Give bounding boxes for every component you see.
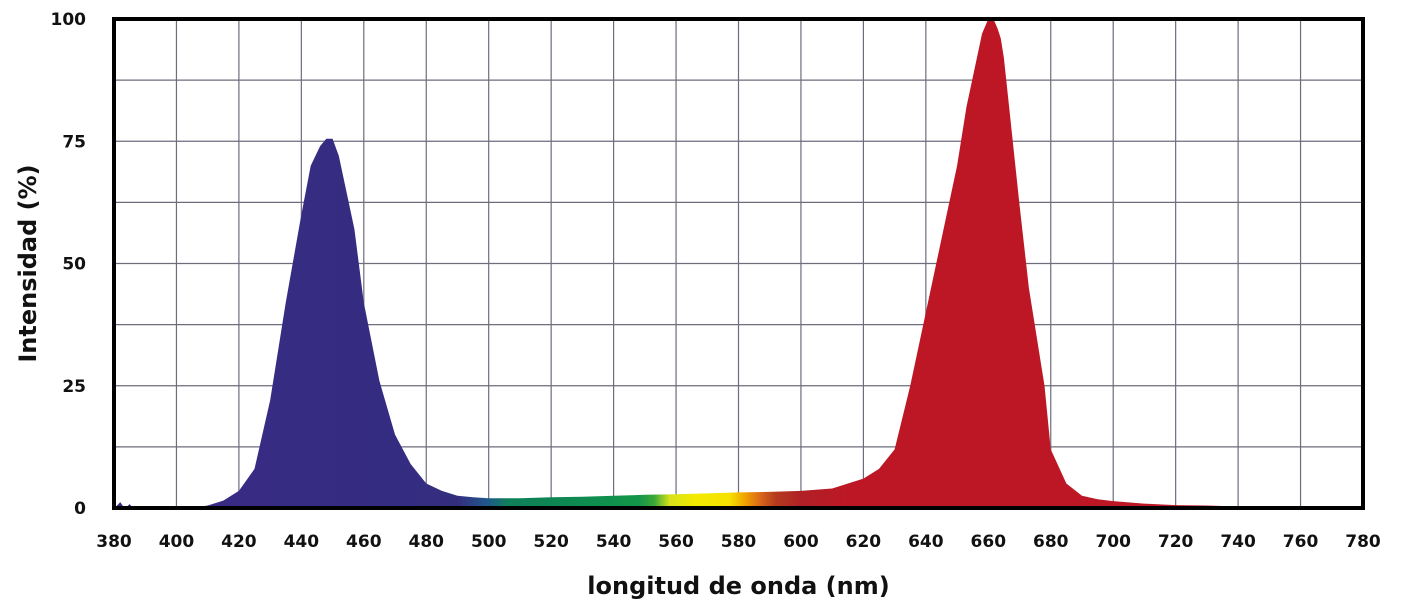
y-axis-title: Intensidad (%) (14, 164, 42, 362)
x-tick-label: 660 (971, 532, 1007, 552)
x-tick-label: 580 (721, 532, 757, 552)
x-tick-label: 600 (783, 532, 819, 552)
plot-frame (112, 17, 1365, 510)
x-tick-label: 380 (96, 532, 132, 552)
y-axis-ticks: 0 25 50 75 100 (51, 10, 87, 519)
y-tick-label: 100 (51, 10, 87, 30)
x-axis-ticks: 380 400 420 440 460 480 500 520 540 560 580 600 620 6… (96, 532, 1381, 552)
x-axis-title: longitud de onda (nm) (587, 572, 889, 600)
x-tick-label: 700 (1095, 532, 1131, 552)
x-tick-label: 620 (846, 532, 882, 552)
x-tick-label: 440 (284, 532, 320, 552)
x-tick-label: 480 (409, 532, 445, 552)
y-tick-label: 25 (62, 377, 86, 397)
x-tick-label: 680 (1033, 532, 1069, 552)
x-tick-label: 460 (346, 532, 382, 552)
x-tick-label: 760 (1283, 532, 1319, 552)
x-tick-label: 720 (1158, 532, 1194, 552)
x-tick-label: 640 (908, 532, 944, 552)
x-tick-label: 400 (159, 532, 195, 552)
x-tick-label: 740 (1220, 532, 1256, 552)
y-tick-label: 0 (74, 499, 86, 519)
x-tick-label: 500 (471, 532, 507, 552)
y-tick-label: 75 (62, 132, 86, 152)
x-tick-label: 540 (596, 532, 632, 552)
y-tick-label: 50 (62, 255, 86, 275)
x-tick-label: 520 (533, 532, 569, 552)
x-tick-label: 780 (1345, 532, 1381, 552)
x-tick-label: 560 (658, 532, 694, 552)
x-tick-label: 420 (221, 532, 257, 552)
